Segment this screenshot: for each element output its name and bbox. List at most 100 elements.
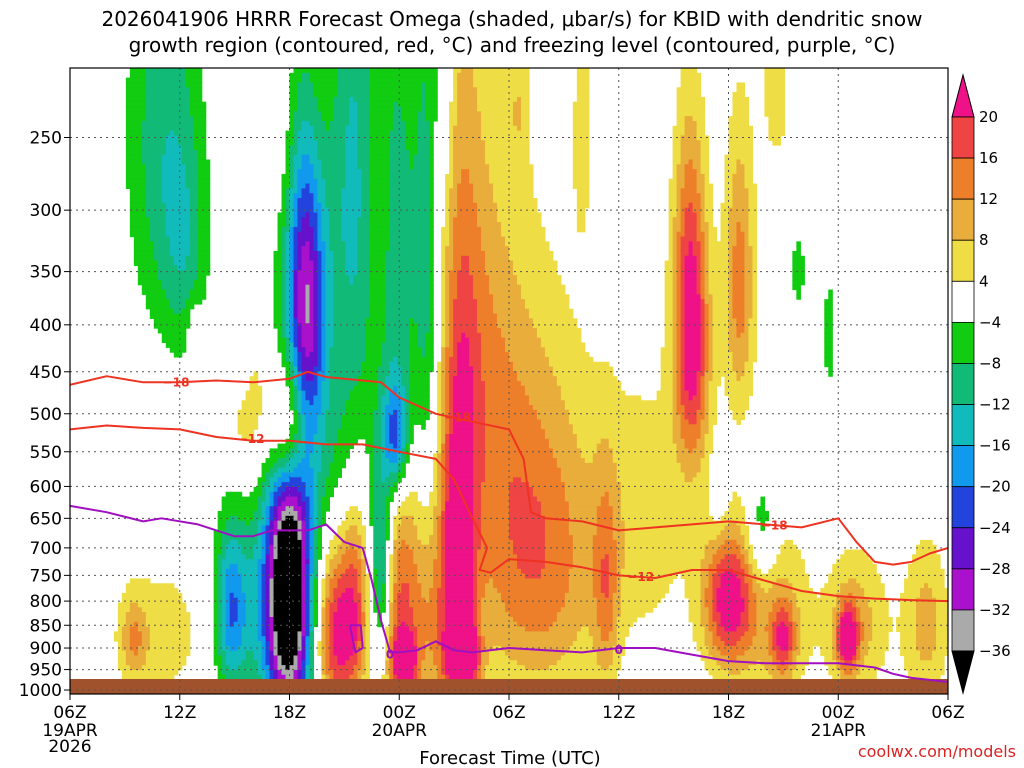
omega-cell <box>389 621 394 628</box>
omega-cell <box>289 222 295 228</box>
omega-cell <box>293 506 303 512</box>
omega-cell <box>728 246 734 252</box>
omega-cell <box>365 626 370 632</box>
omega-cell <box>329 674 334 681</box>
omega-cell <box>409 366 434 372</box>
omega-cell <box>281 525 299 531</box>
omega-cell <box>309 246 315 252</box>
omega-cell <box>397 506 434 512</box>
omega-cell <box>317 250 323 257</box>
omega-cell <box>365 337 386 344</box>
omega-cell <box>532 318 578 324</box>
omega-cell <box>708 347 714 353</box>
omega-cell <box>373 530 386 536</box>
omega-cell <box>365 578 370 584</box>
omega-cell <box>285 347 291 353</box>
omega-cell <box>249 376 259 382</box>
omega-cell <box>401 376 410 382</box>
omega-cell <box>840 650 857 657</box>
omega-cell <box>301 376 307 382</box>
omega-cell <box>453 323 478 329</box>
omega-cell <box>516 563 546 570</box>
omega-cell <box>197 164 211 170</box>
omega-cell <box>445 539 474 546</box>
omega-cell <box>844 660 853 666</box>
omega-cell <box>453 96 458 103</box>
omega-cell <box>293 241 299 247</box>
omega-cell <box>437 395 442 401</box>
omega-cell <box>736 332 742 339</box>
omega-cell <box>145 621 191 628</box>
omega-cell <box>257 602 263 608</box>
omega-cell <box>297 660 303 666</box>
omega-cell <box>744 308 754 315</box>
omega-cell <box>325 337 334 344</box>
omega-cell <box>273 308 283 315</box>
omega-cell <box>728 323 738 329</box>
omega-cell <box>473 429 486 435</box>
omega-cell <box>748 554 754 560</box>
omega-cell <box>828 366 833 372</box>
omega-cell <box>289 385 295 392</box>
omega-cell <box>269 549 275 555</box>
omega-cell <box>708 318 714 324</box>
omega-cell <box>528 313 574 319</box>
omega-cell <box>704 453 710 459</box>
omega-cell <box>305 241 311 247</box>
omega-cell <box>540 568 570 575</box>
omega-cell <box>512 361 550 368</box>
omega-cell <box>572 544 594 551</box>
omega-cell <box>273 535 279 541</box>
omega-cell <box>297 496 303 502</box>
omega-cell <box>393 515 402 522</box>
omega-cell <box>397 433 402 440</box>
omega-cell <box>269 568 275 575</box>
omega-cell <box>289 352 295 358</box>
omega-cell <box>125 650 135 657</box>
omega-cell <box>449 366 458 372</box>
omega-cell <box>509 511 542 517</box>
omega-cell <box>265 496 271 502</box>
omega-cell <box>764 106 785 112</box>
omega-cell <box>197 159 211 165</box>
omega-cell <box>700 202 706 209</box>
omega-cell <box>477 655 482 661</box>
omega-cell <box>369 217 390 223</box>
omega-cell <box>385 530 390 536</box>
omega-cell <box>552 453 582 459</box>
omega-cell <box>680 433 702 440</box>
omega-cell <box>844 607 857 613</box>
omega-cell <box>325 482 338 488</box>
y-tick-label: 500 <box>30 405 62 425</box>
omega-cell <box>293 674 299 681</box>
omega-cell <box>213 607 219 613</box>
omega-cell <box>700 376 706 382</box>
omega-cell <box>325 120 331 127</box>
omega-cell <box>728 400 750 406</box>
omega-cell <box>117 607 131 613</box>
omega-cell <box>860 641 869 647</box>
omega-cell <box>608 568 618 575</box>
omega-cell <box>257 578 263 584</box>
omega-cell <box>524 665 550 671</box>
omega-cell <box>688 202 694 209</box>
omega-cell <box>285 332 291 339</box>
omega-cell <box>289 193 295 199</box>
omega-cell <box>325 352 331 358</box>
omega-cell <box>313 125 327 132</box>
omega-cell <box>413 159 430 165</box>
omega-cell <box>680 188 698 194</box>
omega-cell <box>333 641 354 647</box>
omega-cell <box>305 303 311 310</box>
omega-cell <box>333 289 370 295</box>
omega-cell <box>576 92 590 98</box>
omega-cell <box>788 597 797 604</box>
omega-cell <box>145 183 163 189</box>
omega-cell <box>145 188 163 194</box>
omega-cell <box>509 356 550 363</box>
omega-cell <box>520 381 558 387</box>
omega-cell <box>684 217 698 223</box>
omega-cell <box>313 376 319 382</box>
omega-cell <box>445 583 474 589</box>
omega-cell <box>365 332 386 339</box>
